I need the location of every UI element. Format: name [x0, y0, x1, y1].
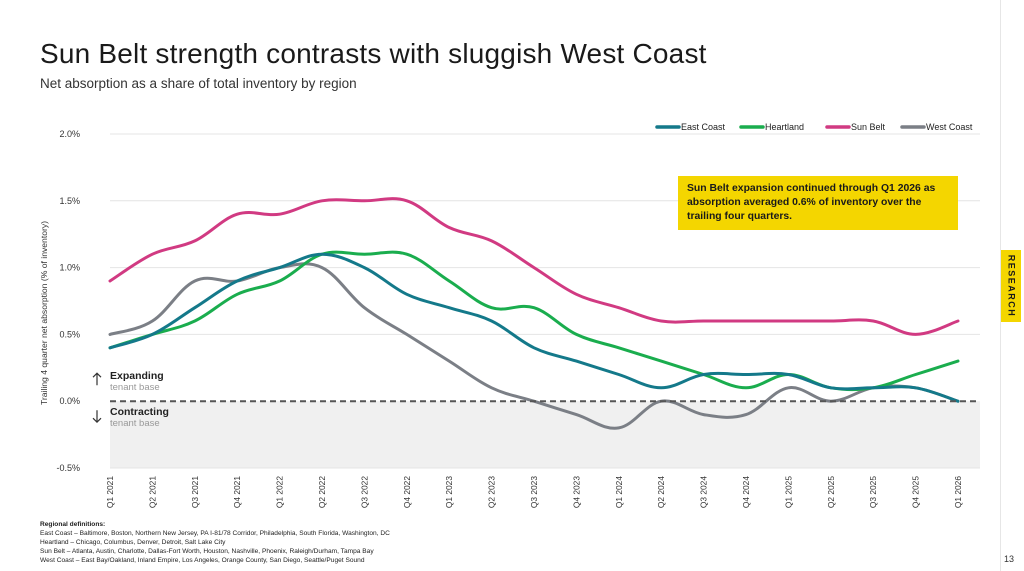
- legend-item: Sun Belt: [825, 122, 886, 132]
- line-chart: -0.5% 0.0% 0.5% 1.0% 1.5% 2.0% Trailing 4 quar…: [39, 122, 980, 508]
- legend-label: Heartland: [765, 122, 804, 132]
- negative-region: [110, 401, 980, 468]
- x-tick-label: Q2 2024: [656, 476, 666, 508]
- legend-item: Heartland: [739, 122, 804, 132]
- x-tick-label: Q1 2026: [953, 476, 963, 508]
- x-tick-label: Q3 2024: [699, 476, 709, 508]
- footnote-line: East Coast – Baltimore, Boston, Northern…: [40, 530, 390, 538]
- footnote-line: Sun Belt – Atlanta, Austin, Charlotte, D…: [40, 548, 374, 556]
- legend-label: Sun Belt: [851, 122, 886, 132]
- research-tab-label: RESEARCH: [1006, 254, 1017, 318]
- y-tick-label: 0.0%: [59, 396, 80, 406]
- x-tick-label: Q2 2022: [317, 476, 327, 508]
- y-axis-title: Trailing 4 quarter net absorption (% of …: [39, 221, 49, 405]
- research-side-tab: RESEARCH: [1001, 250, 1021, 322]
- callout-text: Sun Belt expansion continued through Q1 …: [687, 183, 936, 223]
- x-tick-label: Q3 2021: [190, 476, 200, 508]
- y-tick-label: 2.0%: [59, 129, 80, 139]
- chart-title: Sun Belt strength contrasts with sluggis…: [40, 38, 707, 69]
- series-line-sun-belt: [108, 197, 960, 336]
- arrow-down-icon: [92, 410, 102, 424]
- slide-page: [1000, 0, 1001, 571]
- x-tick-label: Q2 2023: [487, 476, 497, 508]
- legend-label: West Coast: [926, 122, 973, 132]
- footnote-heading: Regional definitions:: [40, 521, 106, 528]
- series-line-east-coast: [108, 252, 960, 403]
- y-tick-label: 0.5%: [59, 329, 80, 339]
- x-tick-label: Q4 2025: [911, 476, 921, 508]
- chart-subtitle: Net absorption as a share of total inven…: [40, 76, 357, 91]
- legend-item: West Coast: [900, 122, 973, 132]
- x-tick-label: Q4 2023: [571, 476, 581, 508]
- x-tick-label: Q4 2022: [402, 476, 412, 508]
- arrow-up-icon: [92, 372, 102, 386]
- x-tick-label: Q3 2022: [359, 476, 369, 508]
- contracting-sublabel: tenant base: [110, 418, 160, 429]
- x-tick-label: Q4 2024: [741, 476, 751, 508]
- legend-label: East Coast: [681, 122, 726, 132]
- legend-item: East Coast: [655, 122, 726, 132]
- x-tick-label: Q1 2024: [614, 476, 624, 508]
- expanding-label: Expanding: [110, 370, 164, 382]
- x-tick-label: Q1 2023: [444, 476, 454, 508]
- callout-box: Sun Belt expansion continued through Q1 …: [678, 176, 958, 230]
- x-tick-label: Q3 2025: [868, 476, 878, 508]
- x-tick-label: Q3 2023: [529, 476, 539, 508]
- regional-definitions: Regional definitions: East Coast – Balti…: [40, 520, 740, 565]
- chart-legend: East Coast Heartland Sun Belt West Coast: [655, 122, 973, 132]
- footnote-line: Heartland – Chicago, Columbus, Denver, D…: [40, 539, 226, 547]
- x-tick-label: Q4 2021: [232, 476, 242, 508]
- contracting-label: Contracting: [110, 406, 169, 418]
- footnote-line: West Coast – East Bay/Oakland, Inland Em…: [40, 557, 365, 565]
- y-tick-label: 1.0%: [59, 263, 80, 273]
- y-tick-label: -0.5%: [56, 463, 80, 473]
- x-tick-label: Q1 2025: [783, 476, 793, 508]
- x-tick-label: Q1 2022: [275, 476, 285, 508]
- x-tick-label: Q2 2021: [147, 476, 157, 508]
- y-tick-label: 1.5%: [59, 196, 80, 206]
- expanding-sublabel: tenant base: [110, 382, 160, 393]
- page-number: 13: [1004, 554, 1015, 564]
- x-tick-label: Q1 2021: [105, 476, 115, 508]
- x-tick-label: Q2 2025: [826, 476, 836, 508]
